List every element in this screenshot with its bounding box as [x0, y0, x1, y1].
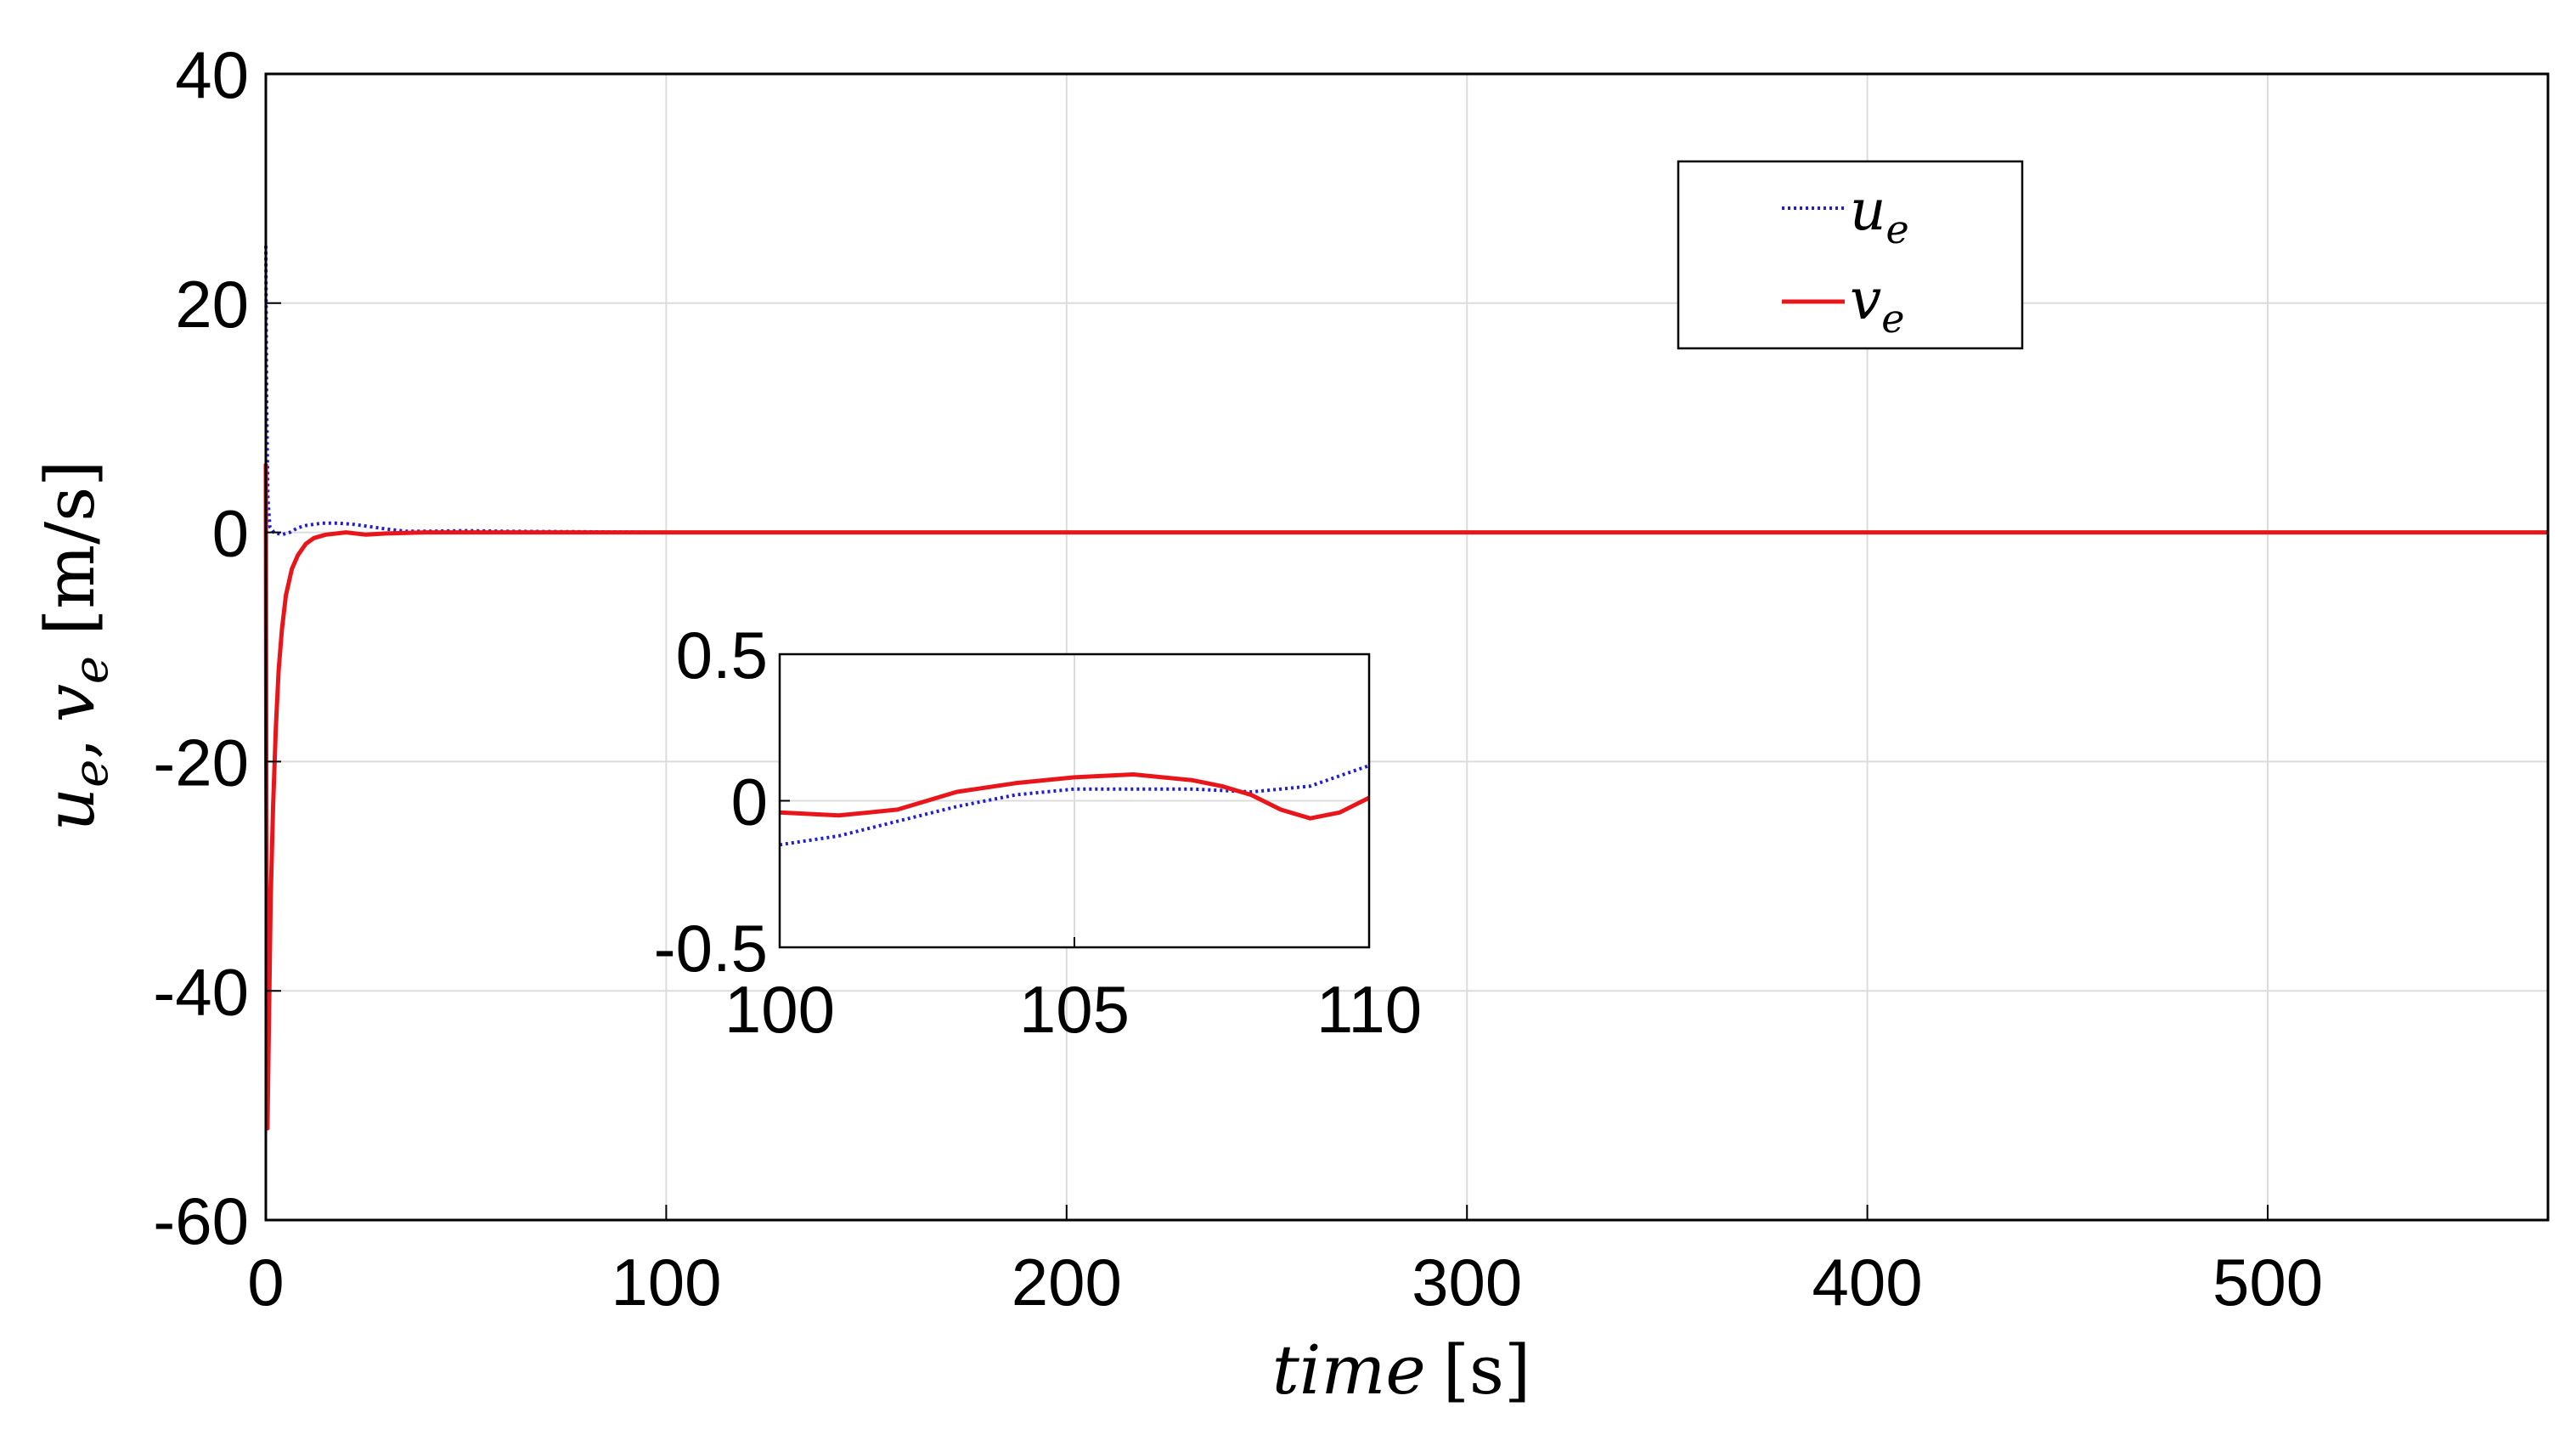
y-axis-label-var2: v — [31, 684, 110, 722]
main-ytick-label: 40 — [175, 37, 249, 112]
inset-ytick-label: 0 — [731, 765, 768, 839]
main-xtick-label: 400 — [1812, 1245, 1923, 1319]
inset-series-v-e — [779, 772, 1371, 821]
inset-xtick-label: 110 — [1316, 972, 1422, 1047]
y-axis-label-sep: , — [31, 737, 110, 759]
y-axis-label-sub2: e — [64, 656, 119, 684]
main-xtick-label: 0 — [247, 1245, 284, 1319]
legend-box — [1677, 160, 2024, 350]
x-axis-label-var: time — [1272, 1330, 1426, 1410]
inset-xtick-label: 100 — [724, 972, 835, 1047]
main-ytick-label: 0 — [212, 496, 249, 571]
main-series — [263, 246, 2548, 1131]
legend-label-v-e: ve — [1850, 267, 1905, 342]
main-xtick-label: 100 — [611, 1245, 721, 1319]
inset-ytick-label: 0.5 — [676, 618, 768, 692]
main-series-v-e — [263, 463, 2548, 1131]
main-ytick-label: -60 — [153, 1184, 249, 1258]
main-ytick-label: -20 — [153, 725, 249, 799]
y-axis-label: ue,ve[m/s] — [31, 460, 119, 832]
y-axis-label-var1: u — [31, 788, 110, 832]
main-ytick-label: 20 — [175, 267, 249, 342]
main-ytick-label: -40 — [153, 954, 249, 1029]
y-axis-label-sub1: e — [64, 760, 119, 788]
x-axis-label-unit: [s] — [1443, 1330, 1530, 1410]
inset-ticks: 100 105 110 0.5 0 -0.5 — [654, 618, 1423, 1047]
inset-series — [779, 764, 1371, 847]
inset-chart: 100 105 110 0.5 0 -0.5 — [654, 618, 1423, 1047]
legend: ue ve — [1677, 160, 2024, 350]
main-xtick-label: 200 — [1012, 1245, 1122, 1319]
legend-label-u-e: ue — [1850, 178, 1909, 252]
main-axes-frame — [264, 72, 2550, 1222]
main-xtick-label: 500 — [2212, 1245, 2323, 1319]
y-axis-label-unit: [m/s] — [31, 460, 110, 636]
main-xtick-label: 300 — [1412, 1245, 1522, 1319]
inset-xtick-label: 105 — [1019, 972, 1130, 1047]
x-axis-label: time [s] — [1272, 1330, 1530, 1410]
inset-ytick-label: -0.5 — [654, 911, 768, 986]
svg-text:ue,ve[m/s]: ue,ve[m/s] — [31, 460, 119, 832]
